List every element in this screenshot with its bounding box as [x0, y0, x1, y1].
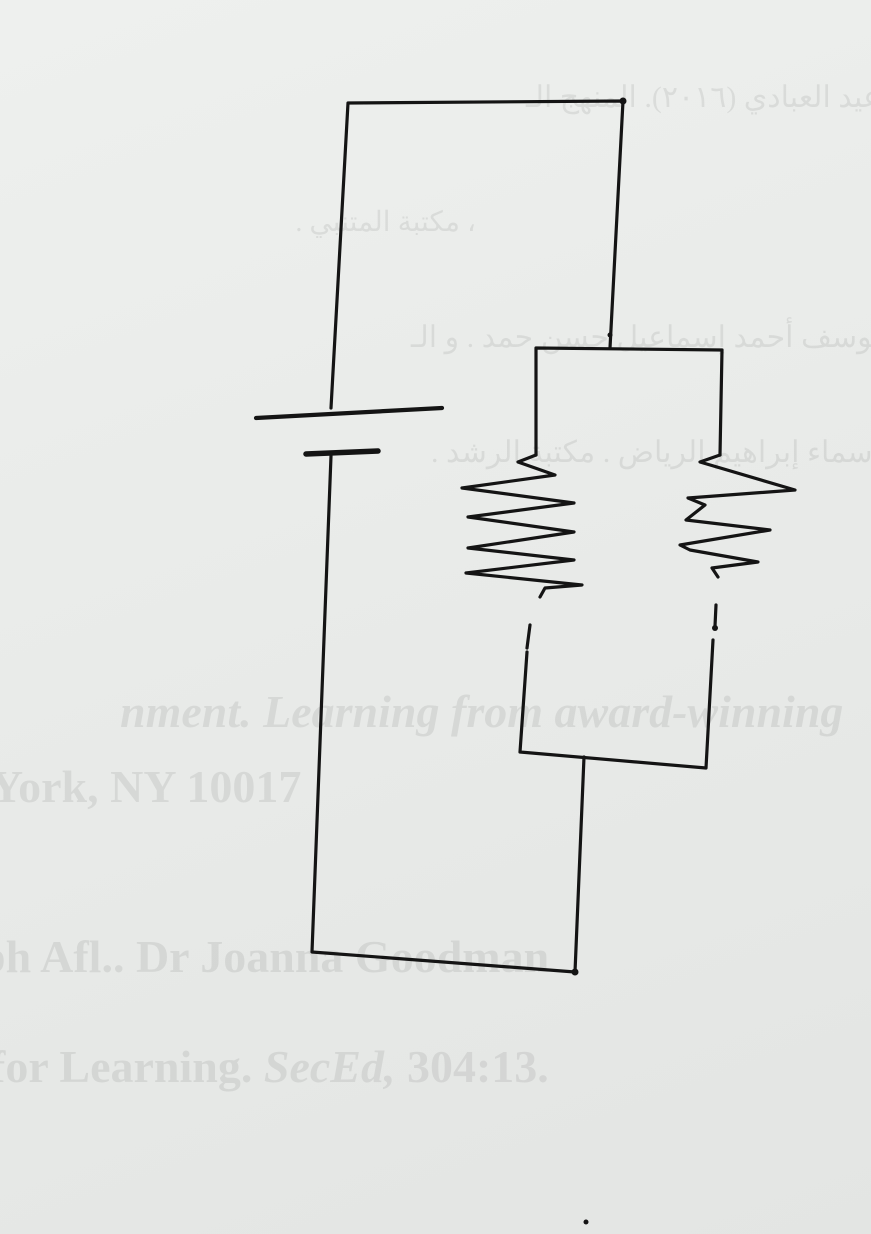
show-through-line-2: ، مكتبة المتنبي .	[295, 207, 476, 238]
wire-corner-dot-bottom	[571, 968, 579, 976]
battery-negative-plate	[303, 448, 381, 457]
wire-left-bottom	[310, 454, 586, 974]
battery-symbol	[253, 405, 445, 457]
battery-positive-plate	[253, 405, 445, 421]
show-through-line-8: for Learning. SecEd, 304:13.	[0, 1040, 549, 1093]
resistor-left-lead	[525, 623, 532, 650]
show-through-line-7: ph Afl.. Dr Joanna Goodman	[0, 931, 550, 982]
parallel-bottom-rail	[518, 638, 715, 770]
stray-pen-dot	[583, 1219, 589, 1225]
wire-junction-dot	[607, 332, 613, 338]
wire-top-loop	[329, 99, 625, 410]
resistor-right-lead-dot	[712, 625, 718, 631]
parallel-top-rail	[534, 346, 724, 457]
show-through-line-5: nment. Learning from award-winning	[120, 686, 844, 737]
resistor-right-zigzag	[678, 453, 797, 579]
resistor-right	[678, 453, 797, 631]
show-through-line-8-prefix: for Learning.	[0, 1041, 264, 1092]
resistor-right-lead	[713, 603, 718, 628]
show-through-line-1: عيد العبادي (٢٠١٦). المنهج الـ	[526, 81, 871, 114]
show-through-line-6: York, NY 10017	[0, 761, 302, 812]
resistor-left-zigzag	[460, 453, 584, 599]
show-through-line-4: أسماء إبراهيم الرياض . مكتبة الرشد .	[431, 436, 871, 469]
show-through-line-8-suffix: 304:13.	[395, 1041, 549, 1092]
resistor-left	[460, 453, 584, 650]
wire-corner-dot	[619, 97, 627, 105]
show-through-line-8-italic: SecEd,	[263, 1041, 396, 1092]
